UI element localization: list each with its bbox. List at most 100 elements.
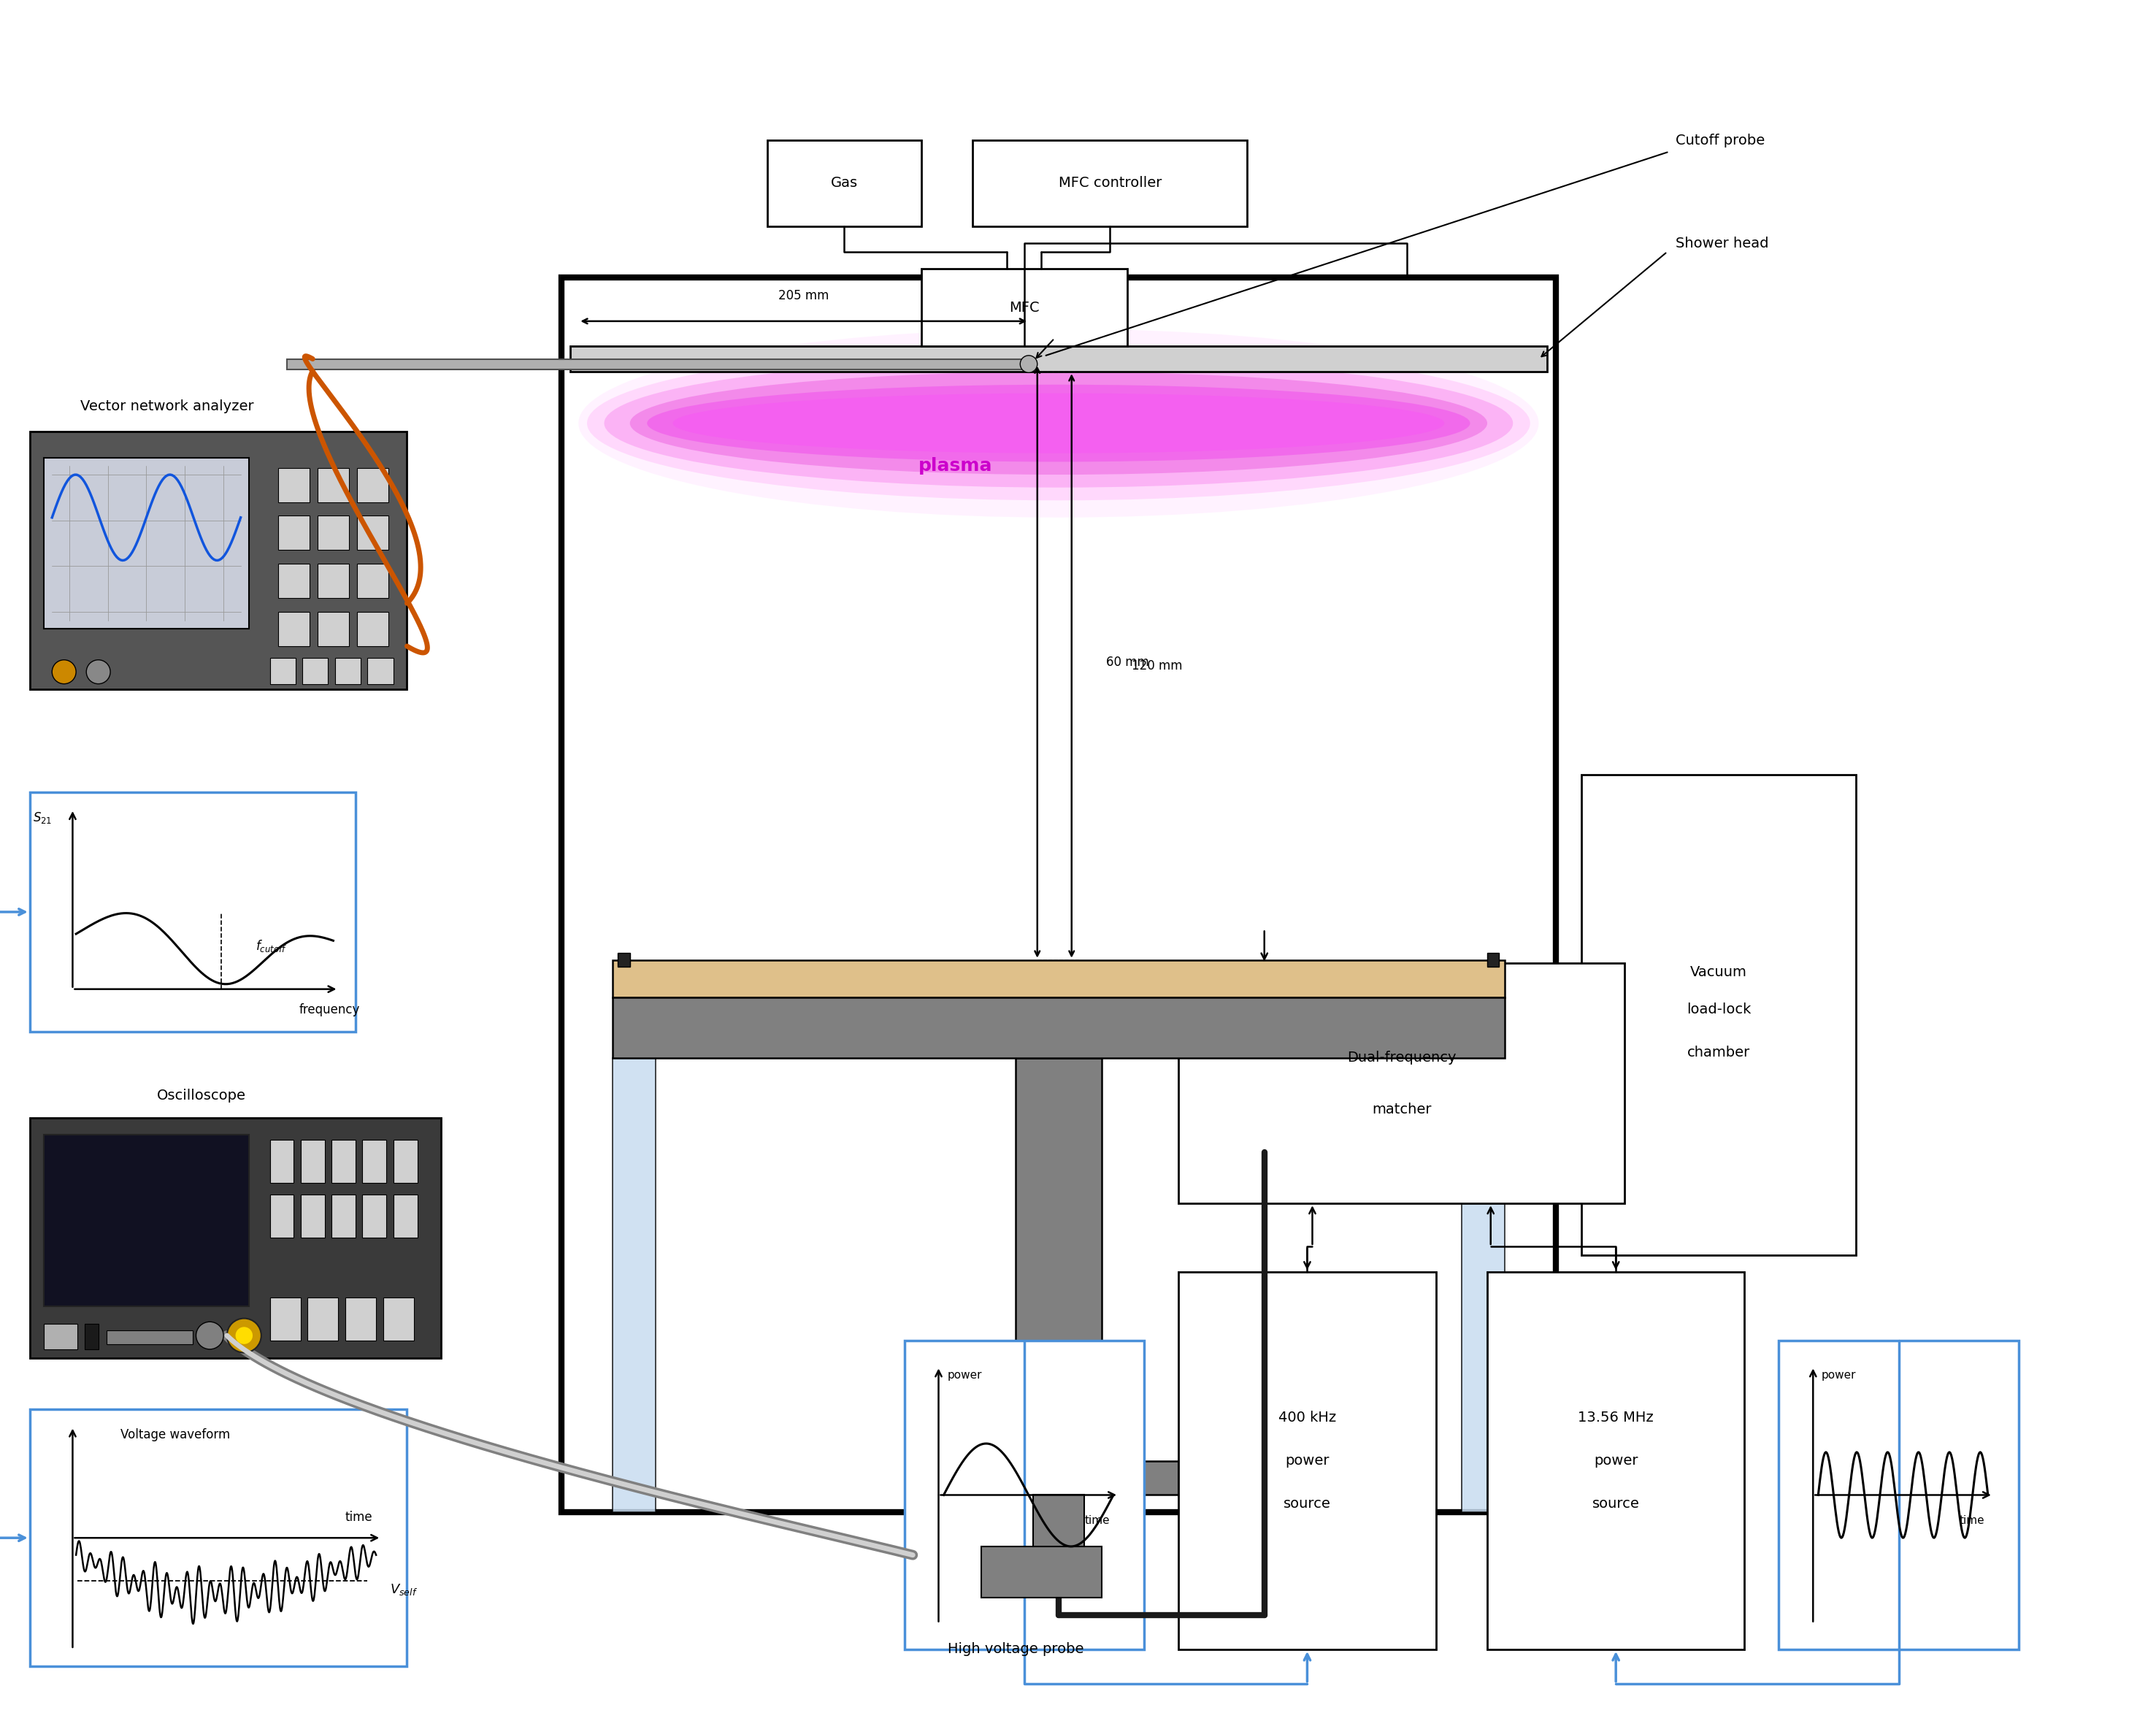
Bar	[270, 1139, 293, 1182]
Bar	[278, 564, 308, 599]
Bar	[30, 792, 356, 1033]
Bar	[332, 1139, 356, 1182]
Bar	[1462, 1058, 1505, 1513]
Bar	[358, 516, 388, 551]
Ellipse shape	[586, 346, 1531, 501]
Text: $f_{cutoff}$: $f_{cutoff}$	[257, 938, 287, 953]
Bar	[43, 1134, 250, 1306]
Bar	[30, 1117, 442, 1358]
Text: Shower head: Shower head	[1675, 236, 1768, 250]
Text: MFC: MFC	[1009, 301, 1039, 315]
Bar	[358, 564, 388, 599]
Text: power: power	[1285, 1454, 1330, 1468]
Bar	[108, 1330, 192, 1344]
Bar	[43, 458, 250, 628]
Bar	[362, 1139, 386, 1182]
Bar	[768, 139, 921, 225]
Ellipse shape	[647, 384, 1470, 461]
Bar	[300, 1194, 326, 1237]
Bar	[619, 953, 630, 967]
Text: 400 kHz: 400 kHz	[1279, 1411, 1337, 1425]
Text: Cutoff probe: Cutoff probe	[1675, 133, 1766, 148]
Bar	[317, 564, 349, 599]
Bar	[362, 1194, 386, 1237]
Bar	[392, 1194, 418, 1237]
Text: 60 mm: 60 mm	[1106, 656, 1149, 668]
Bar	[345, 1298, 375, 1341]
Circle shape	[235, 1327, 252, 1344]
Text: 13.56 MHz: 13.56 MHz	[1578, 1411, 1654, 1425]
Text: $V_{self}$: $V_{self}$	[390, 1582, 418, 1597]
Bar	[612, 998, 1505, 1058]
Text: time: time	[1960, 1514, 1984, 1527]
Text: chamber: chamber	[1688, 1046, 1751, 1060]
Text: matcher: matcher	[1371, 1101, 1432, 1117]
Bar	[270, 1298, 300, 1341]
Circle shape	[1020, 356, 1037, 373]
Text: source: source	[1591, 1497, 1639, 1511]
Bar	[278, 613, 308, 645]
Bar	[302, 657, 328, 683]
Bar	[30, 1409, 407, 1666]
Bar	[561, 277, 1557, 1513]
Bar	[278, 468, 308, 503]
Bar	[300, 1139, 326, 1182]
Bar	[270, 657, 295, 683]
Bar	[569, 346, 1548, 372]
Text: frequency: frequency	[300, 1003, 360, 1017]
Bar	[358, 613, 388, 645]
Text: time: time	[1084, 1514, 1110, 1527]
Bar	[317, 516, 349, 551]
Ellipse shape	[673, 392, 1445, 453]
Text: 205 mm: 205 mm	[778, 289, 828, 301]
Bar	[921, 268, 1128, 346]
Text: load-lock: load-lock	[1686, 1003, 1751, 1017]
Bar	[317, 613, 349, 645]
Bar	[278, 516, 308, 551]
Text: Vector network analyzer: Vector network analyzer	[80, 399, 254, 413]
Bar	[938, 1461, 1179, 1496]
Bar	[1488, 953, 1498, 967]
Bar	[972, 139, 1246, 225]
Bar	[308, 1298, 338, 1341]
Bar	[367, 657, 392, 683]
Bar	[334, 657, 360, 683]
Bar	[1583, 774, 1856, 1255]
Bar	[287, 360, 1028, 370]
Bar	[1033, 1496, 1084, 1564]
Ellipse shape	[630, 372, 1488, 475]
Bar	[1179, 1272, 1436, 1649]
Text: Voltage waveform: Voltage waveform	[121, 1428, 231, 1442]
Text: source: source	[1283, 1497, 1330, 1511]
Text: power: power	[946, 1370, 981, 1380]
Circle shape	[196, 1322, 224, 1349]
Ellipse shape	[604, 360, 1514, 487]
Bar	[84, 1323, 99, 1349]
Bar	[270, 1194, 293, 1237]
Bar	[332, 1194, 356, 1237]
Bar	[903, 1341, 1145, 1649]
Text: time: time	[345, 1511, 373, 1523]
Text: High voltage probe: High voltage probe	[949, 1642, 1084, 1656]
Text: Gas: Gas	[830, 176, 858, 189]
Text: MFC controller: MFC controller	[1059, 176, 1162, 189]
Bar	[317, 468, 349, 503]
Bar	[981, 1547, 1102, 1597]
Bar	[612, 960, 1505, 998]
Ellipse shape	[578, 329, 1539, 518]
Circle shape	[226, 1318, 261, 1353]
Bar	[43, 1323, 78, 1349]
Text: plasma: plasma	[918, 458, 992, 475]
Text: Dual-frequency: Dual-frequency	[1348, 1052, 1455, 1065]
Text: Oscilloscope: Oscilloscope	[157, 1088, 246, 1103]
Bar	[1179, 964, 1623, 1203]
Circle shape	[86, 659, 110, 683]
Bar	[358, 468, 388, 503]
Bar	[392, 1139, 418, 1182]
Text: $S_{21}$: $S_{21}$	[32, 811, 52, 824]
Bar	[30, 432, 407, 688]
Bar	[384, 1298, 414, 1341]
Text: power: power	[1822, 1370, 1856, 1380]
Text: power: power	[1593, 1454, 1639, 1468]
Bar	[1779, 1341, 2018, 1649]
